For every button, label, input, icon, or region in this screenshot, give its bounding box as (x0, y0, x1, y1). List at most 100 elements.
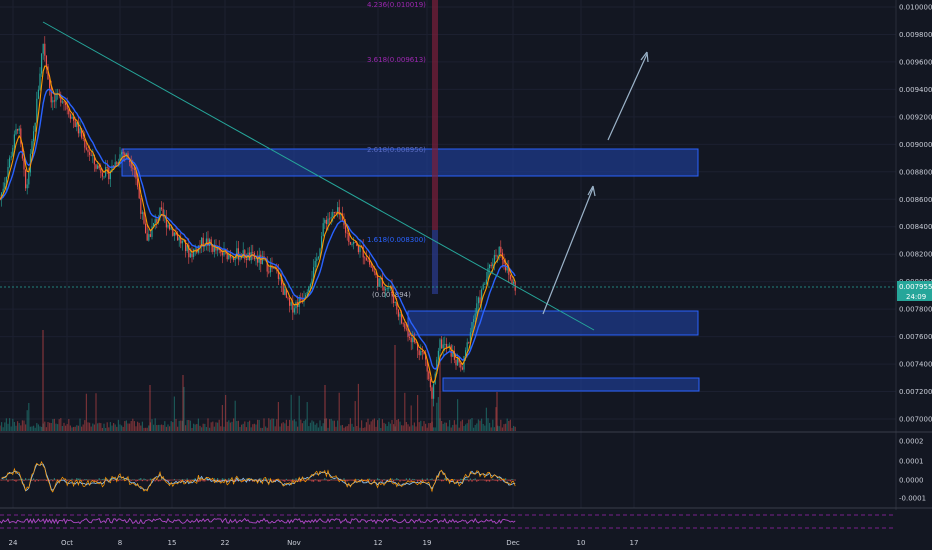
grid (0, 0, 896, 508)
volume-bar (106, 422, 108, 431)
volume-bar (53, 418, 55, 431)
volume-bar (212, 421, 214, 431)
candle-body (345, 225, 347, 233)
osc-histogram-bar (485, 480, 487, 482)
volume-bar (415, 426, 417, 431)
candle-body (341, 213, 343, 221)
candle-body (284, 289, 286, 295)
candle-body (375, 272, 377, 276)
osc-histogram-bar (226, 480, 228, 482)
osc-histogram-bar (242, 480, 244, 482)
candle-body (45, 55, 47, 67)
osc-histogram-bar (189, 480, 191, 481)
volume-bar (353, 426, 355, 431)
candle-body (413, 337, 415, 343)
osc-histogram-bar (383, 479, 385, 480)
volume-bar (85, 393, 87, 431)
volume-bar (65, 425, 67, 431)
osc-histogram-bar (21, 478, 23, 480)
rsi-line (0, 517, 516, 525)
candle-body (199, 245, 201, 247)
volume-bar (162, 425, 164, 431)
volume-bar (205, 427, 207, 431)
candle-body (223, 250, 225, 256)
volume-bar (167, 424, 169, 431)
candle-body (257, 257, 259, 263)
osc-histogram-bar (57, 480, 59, 482)
osc-tick-label: 0.0001 (899, 458, 924, 466)
volume-bar (45, 427, 47, 431)
candle-body (359, 246, 361, 253)
osc-histogram-bar (389, 480, 391, 481)
candle-body (165, 216, 167, 228)
volume-bar (57, 424, 59, 431)
osc-histogram-bar (137, 480, 139, 481)
price-tick-label: 0.007400 (899, 361, 932, 369)
candle-body (41, 53, 43, 74)
volume-bar (149, 385, 151, 431)
volume-bar (151, 419, 153, 431)
volume-bar (49, 422, 51, 431)
candle-body (385, 288, 387, 291)
volume-bar (41, 426, 43, 431)
candle-body (493, 255, 495, 264)
candle-body (381, 277, 383, 287)
osc-histogram-bar (13, 480, 15, 481)
osc-histogram-bar (311, 480, 313, 482)
candle-body (439, 339, 441, 351)
osc-histogram-bar (185, 480, 187, 482)
volume-bar (271, 418, 273, 431)
candle-body (348, 233, 350, 243)
osc-histogram-bar (477, 480, 479, 481)
osc-histogram-bar (369, 478, 371, 480)
volume-bar (108, 427, 110, 431)
candle-body (281, 277, 283, 285)
candle-body (149, 234, 151, 237)
current-price-value: 0.007955 (899, 283, 932, 291)
candle-body (215, 245, 217, 251)
price-axis: 0.010000 0.009800 0.009600 0.009400 0.009200… (899, 4, 932, 424)
osc-histogram-bar (45, 480, 47, 482)
volume-bar (364, 427, 366, 431)
osc-histogram-bar (213, 478, 215, 480)
osc-histogram-bar (421, 478, 423, 480)
osc-histogram-bar (487, 480, 489, 482)
volume-bar (349, 418, 351, 431)
volume-bar (119, 424, 121, 431)
volume-bar (197, 418, 199, 431)
price-tick-label: 0.008400 (899, 223, 932, 231)
volume-bar (207, 418, 209, 431)
osc-histogram-bar (511, 478, 513, 480)
volume-bar (407, 424, 409, 431)
volume-bar (239, 426, 241, 431)
candle-body (415, 342, 417, 344)
candle-body (447, 346, 449, 348)
candle-body (31, 141, 33, 154)
osc-histogram-bar (25, 478, 27, 480)
candle-body (261, 256, 263, 265)
volume-bar (92, 423, 94, 431)
fib-level-4236: 4.236(0.010019) (367, 1, 426, 9)
osc-histogram-bar (444, 478, 446, 480)
volume-bar (314, 424, 316, 431)
candle-body (220, 250, 222, 253)
volume-bar (63, 422, 65, 431)
volume-bar (125, 420, 127, 431)
candle-body (495, 255, 497, 257)
osc-histogram-bar (101, 479, 103, 480)
candle-body (289, 297, 291, 306)
time-tick-label: 24 (9, 539, 18, 547)
osc-histogram-bar (247, 480, 249, 482)
candle-body (426, 359, 428, 372)
osc-histogram-bar (109, 478, 111, 480)
time-tick-label: 12 (374, 539, 383, 547)
osc-histogram-bar (221, 478, 223, 480)
volume-bar (436, 402, 438, 431)
volume-bar (274, 426, 276, 431)
volume-bar (148, 425, 150, 431)
volume-bar (58, 419, 60, 431)
osc-histogram-bar (442, 480, 444, 482)
candle-body (481, 289, 483, 303)
candle-body (129, 159, 131, 163)
